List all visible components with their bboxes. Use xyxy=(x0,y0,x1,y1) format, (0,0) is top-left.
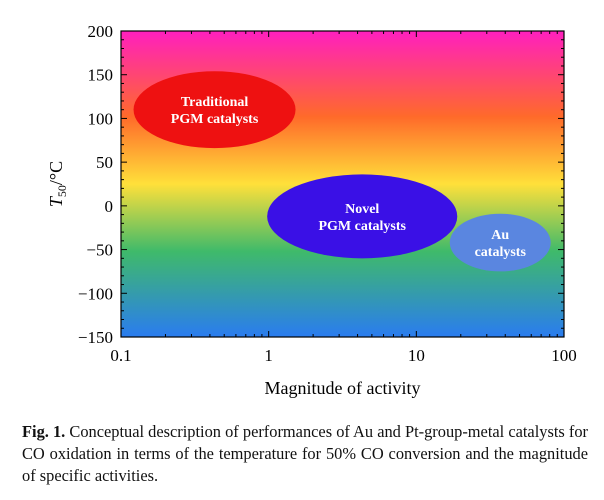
y-tick-label: −100 xyxy=(78,284,113,303)
caption-label: Fig. 1. xyxy=(22,422,66,441)
caption-text: Conceptual description of performances o… xyxy=(22,422,588,485)
x-axis-title: Magnitude of activity xyxy=(265,378,421,398)
x-tick-label: 1 xyxy=(264,346,273,365)
y-tick-label: 150 xyxy=(88,66,114,85)
region-ellipse xyxy=(133,71,296,149)
y-axis-title: T50/°C xyxy=(46,161,69,207)
catalyst-region-3: Au catalysts xyxy=(449,213,551,272)
catalyst-region-1: Traditional PGM catalysts xyxy=(133,71,296,149)
y-tick-label: 0 xyxy=(105,197,114,216)
y-tick-label: −50 xyxy=(86,241,113,260)
region-label: Traditional xyxy=(181,95,249,110)
region-ellipse xyxy=(449,213,551,272)
y-tick-label: −150 xyxy=(78,328,113,347)
y-tick-label: 100 xyxy=(88,109,114,128)
plot-frame xyxy=(120,30,565,338)
region-label: PGM catalysts xyxy=(171,112,259,127)
chart: Traditional PGM catalysts Novel PGM catalys… xyxy=(46,22,577,398)
x-tick-label: 10 xyxy=(408,346,425,365)
region-label: Au xyxy=(491,228,509,243)
y-axis-title-unit: /°C xyxy=(46,161,66,185)
region-ellipse xyxy=(267,174,458,259)
region-label: PGM catalysts xyxy=(318,219,406,234)
y-tick-label: 50 xyxy=(96,153,113,172)
y-axis-title-main: T xyxy=(46,195,66,207)
region-label: Novel xyxy=(345,202,379,217)
catalyst-region-2: Novel PGM catalysts xyxy=(267,174,458,259)
y-tick-label: 200 xyxy=(88,22,114,41)
figure-caption: Fig. 1. Conceptual description of perfor… xyxy=(22,421,588,487)
region-label: catalysts xyxy=(475,245,527,260)
x-tick-label: 100 xyxy=(551,346,577,365)
y-axis-title-subscript: 50 xyxy=(55,185,69,197)
x-tick-label: 0.1 xyxy=(110,346,131,365)
